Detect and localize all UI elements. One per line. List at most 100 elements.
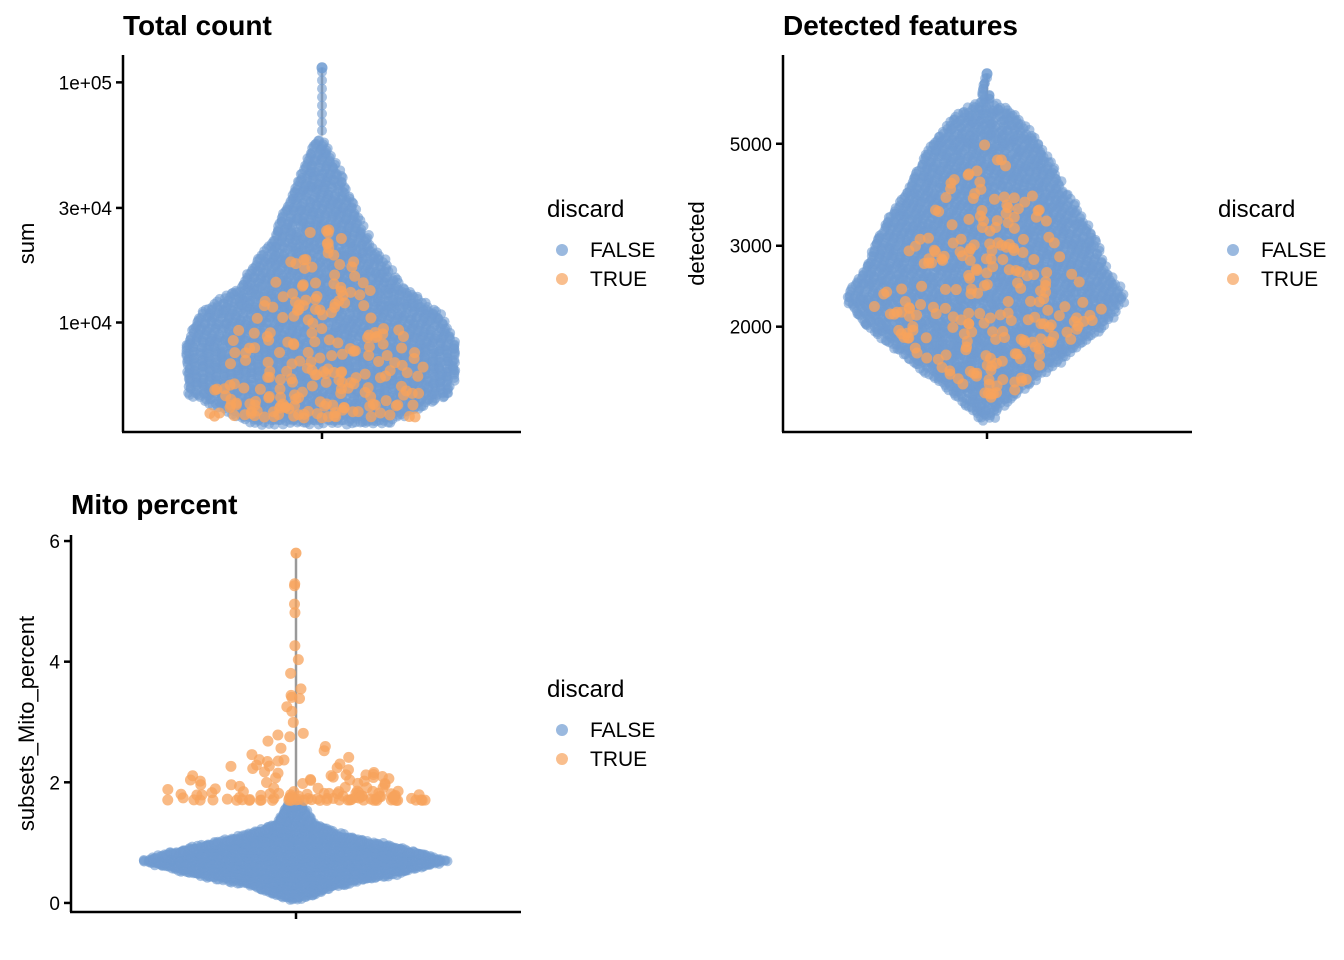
point-true [290, 393, 302, 405]
point-true [274, 346, 286, 358]
y-tick-label: 3000 [730, 237, 772, 258]
point-true [363, 341, 375, 353]
point-true [407, 399, 419, 411]
point-true [311, 290, 323, 302]
point-true [302, 314, 314, 326]
point-true [364, 285, 376, 297]
point-true [277, 312, 289, 324]
point-true [243, 342, 255, 354]
point-true [362, 382, 374, 394]
point-true [335, 232, 347, 244]
point-true [299, 262, 311, 274]
y-axis-label: sum [14, 223, 39, 265]
point-true [369, 332, 381, 344]
legend-key-false [556, 244, 568, 256]
point-true [326, 350, 338, 362]
point-true [262, 356, 274, 368]
point-true [298, 408, 310, 420]
point-true [306, 380, 318, 392]
point-true [270, 276, 282, 288]
point-true [321, 238, 333, 250]
y-axis-label: detected [684, 201, 709, 285]
point-true [396, 342, 408, 354]
y-tick-label: 1e+04 [59, 314, 113, 335]
point-true [334, 258, 346, 270]
point-true [319, 400, 331, 412]
point-true [352, 406, 364, 418]
legend-title: discard [547, 196, 624, 223]
legend-label: TRUE [590, 268, 647, 291]
point-true [333, 374, 345, 386]
y-tick-label: 5000 [730, 135, 772, 156]
point-true [403, 410, 415, 422]
point-true [396, 380, 408, 392]
point-true [342, 382, 354, 394]
point-true [408, 353, 420, 365]
point-true [358, 300, 370, 312]
point-true [384, 409, 396, 421]
point-true [238, 382, 250, 394]
point-true [306, 327, 318, 339]
point-true [380, 395, 392, 407]
point-true [339, 297, 351, 309]
point-true [310, 277, 322, 289]
point-true [209, 384, 221, 396]
point-true [285, 256, 297, 268]
point-true [302, 346, 314, 358]
point-true [322, 247, 334, 259]
point-true [320, 376, 332, 388]
point-true [304, 226, 316, 238]
point-true [365, 312, 377, 324]
panel-0: Total count 1e+04 3e+04 1e+05 sum discard FALS… [14, 10, 655, 439]
point-true [392, 399, 404, 411]
point-true [323, 334, 335, 346]
series-false-points [842, 72, 1130, 426]
point-true [279, 402, 291, 414]
point-true [294, 355, 306, 367]
point-true [225, 399, 237, 411]
point-true [377, 323, 389, 335]
point-true [369, 399, 381, 411]
point-true [297, 279, 309, 291]
point-true [281, 365, 293, 377]
legend-label: FALSE [590, 239, 655, 262]
point-false [314, 135, 325, 146]
y-tick-label: 3e+04 [59, 199, 113, 220]
point-true [214, 407, 226, 419]
y-tick-label: 1e+05 [59, 73, 112, 94]
point-max [316, 62, 328, 74]
point-true [336, 348, 348, 360]
y-tick-label: 2000 [730, 318, 772, 339]
point-true [225, 358, 237, 370]
point-true [288, 410, 300, 422]
point-true [401, 367, 413, 379]
point-true [287, 338, 299, 350]
point-true [263, 392, 275, 404]
point-true [321, 225, 333, 237]
point-true [233, 324, 245, 336]
point-true [254, 383, 266, 395]
point-true [229, 347, 241, 359]
point-true [274, 383, 286, 395]
point-true [329, 301, 341, 313]
legend: discard FALSE TRUE [547, 196, 655, 291]
point-true [248, 327, 260, 339]
point-true [349, 270, 361, 282]
point-true [251, 312, 263, 324]
point-true [413, 387, 425, 399]
point-true [224, 379, 236, 391]
point-true [380, 370, 392, 382]
point-true [335, 281, 347, 293]
point-true [350, 372, 362, 384]
point-true [268, 406, 280, 418]
point-true [227, 335, 239, 347]
point-true [381, 350, 393, 362]
point-true [264, 371, 276, 383]
point-true [349, 345, 361, 357]
point-true [277, 291, 289, 303]
point-true [267, 301, 279, 313]
panel-title: Total count [123, 10, 272, 41]
point-true [305, 356, 317, 368]
point-true [287, 376, 299, 388]
